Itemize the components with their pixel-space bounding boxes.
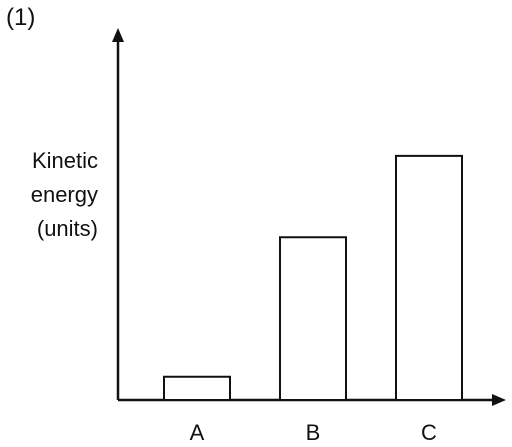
y-axis-label-line-1: Kinetic	[31, 148, 98, 173]
y-axis-arrowhead	[112, 28, 124, 42]
x-tick-label-C: C	[421, 420, 437, 445]
bar-A	[163, 375, 231, 401]
y-axis-label-line-2: energy	[30, 182, 98, 207]
bar-B	[279, 236, 347, 401]
bar-C	[395, 154, 463, 401]
x-tick-label-A: A	[190, 420, 205, 445]
x-axis-arrowhead	[492, 394, 506, 406]
y-axis-label-line-3: (units)	[36, 216, 98, 241]
y-axis-label: Kinetic energy (units)	[0, 144, 98, 246]
x-tick-label-B: B	[306, 420, 321, 445]
figure-label: (1)	[6, 4, 36, 31]
